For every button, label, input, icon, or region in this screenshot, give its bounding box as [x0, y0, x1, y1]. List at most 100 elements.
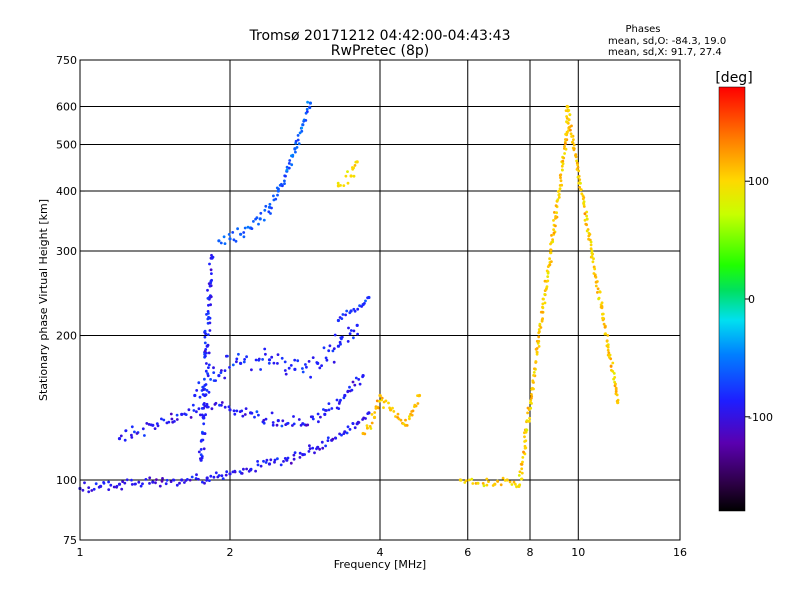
- echo-point: [270, 411, 274, 415]
- echo-point: [273, 460, 276, 464]
- echo-point: [203, 393, 207, 398]
- echo-point: [308, 105, 311, 109]
- echo-point: [284, 174, 287, 178]
- echo-point: [325, 409, 328, 412]
- echo-point: [546, 279, 550, 283]
- echo-point: [275, 186, 279, 190]
- echo-point: [612, 377, 615, 381]
- echo-point: [262, 421, 266, 425]
- echo-point: [355, 160, 359, 164]
- echo-point: [336, 181, 340, 185]
- echo-point: [210, 253, 213, 257]
- echo-point: [292, 415, 295, 418]
- echo-point: [203, 481, 206, 485]
- echo-point: [283, 179, 286, 183]
- echo-point: [570, 135, 573, 138]
- x-tick-label: 8: [527, 546, 534, 559]
- echo-point: [199, 448, 203, 451]
- echo-point: [206, 374, 210, 378]
- echo-point: [557, 189, 561, 193]
- echo-point: [301, 370, 305, 374]
- echo-point: [209, 279, 213, 283]
- echo-point: [208, 329, 212, 332]
- echo-point: [596, 287, 600, 291]
- echo-point: [485, 477, 489, 481]
- echo-point: [272, 361, 276, 365]
- echo-point: [346, 340, 350, 343]
- echo-point: [198, 395, 202, 399]
- echo-point: [214, 379, 218, 382]
- echo-point: [510, 483, 514, 486]
- echo-point: [184, 413, 188, 416]
- echo-point: [364, 299, 367, 303]
- echo-point: [324, 356, 328, 360]
- y-tick-label: 750: [56, 54, 77, 67]
- echo-point: [219, 371, 223, 374]
- echo-point: [186, 478, 189, 481]
- echo-point: [405, 424, 409, 427]
- echo-point: [304, 111, 308, 115]
- phase-stats-heading: Phases: [625, 24, 660, 35]
- echo-point: [546, 271, 550, 275]
- echo-point: [264, 417, 268, 421]
- echo-point: [221, 477, 225, 480]
- echo-point: [340, 433, 343, 437]
- echo-point: [264, 461, 268, 464]
- chart-title: Tromsø 20171212 04:42:00-04:43:43: [249, 28, 511, 44]
- echo-point: [270, 355, 274, 359]
- echo-point: [267, 361, 271, 365]
- echo-point: [164, 482, 168, 486]
- echo-point: [261, 358, 264, 361]
- echo-point: [208, 284, 212, 288]
- echo-point: [575, 159, 578, 163]
- phase-stats-o-mode: mean, sd,O: -84.3, 19.0: [608, 36, 726, 47]
- echo-point: [603, 325, 607, 329]
- echo-point: [344, 313, 347, 317]
- echo-point: [224, 473, 228, 477]
- echo-point: [540, 319, 544, 323]
- echo-point: [291, 153, 295, 157]
- echo-point: [276, 362, 279, 365]
- echo-point: [318, 447, 321, 451]
- echo-point: [508, 480, 512, 484]
- echo-point: [143, 434, 146, 437]
- echo-point: [577, 169, 581, 173]
- echo-point: [242, 360, 246, 364]
- echo-point: [391, 406, 394, 410]
- echo-point: [316, 412, 320, 416]
- echo-point: [175, 483, 179, 487]
- echo-point: [207, 303, 210, 307]
- echo-point: [202, 388, 205, 391]
- echo-point: [87, 490, 91, 494]
- echo-point: [542, 297, 545, 301]
- echo-point: [267, 210, 271, 214]
- echo-point: [392, 410, 396, 413]
- echo-point: [328, 344, 332, 348]
- echo-point: [145, 422, 149, 425]
- echo-point: [199, 453, 203, 457]
- x-tick-label: 16: [673, 546, 687, 559]
- echo-point: [327, 349, 331, 353]
- echo-point: [268, 202, 272, 206]
- echo-point: [223, 405, 227, 409]
- echo-point: [346, 170, 349, 174]
- echo-point: [209, 268, 213, 272]
- echo-point: [330, 407, 334, 410]
- echo-point: [271, 423, 275, 427]
- echo-point: [576, 163, 579, 167]
- echo-point: [565, 105, 569, 109]
- echo-point: [297, 142, 301, 146]
- echo-point: [267, 462, 272, 466]
- echo-point: [226, 354, 229, 358]
- echo-point: [589, 247, 593, 251]
- echo-point: [305, 365, 308, 369]
- echo-point: [551, 238, 554, 242]
- echo-point: [212, 475, 216, 479]
- echo-point: [222, 235, 226, 239]
- echo-point: [512, 480, 516, 484]
- echo-point: [597, 297, 600, 301]
- echo-point: [292, 422, 296, 426]
- echo-point: [303, 453, 306, 456]
- echo-point: [237, 352, 240, 356]
- echo-point: [464, 479, 468, 482]
